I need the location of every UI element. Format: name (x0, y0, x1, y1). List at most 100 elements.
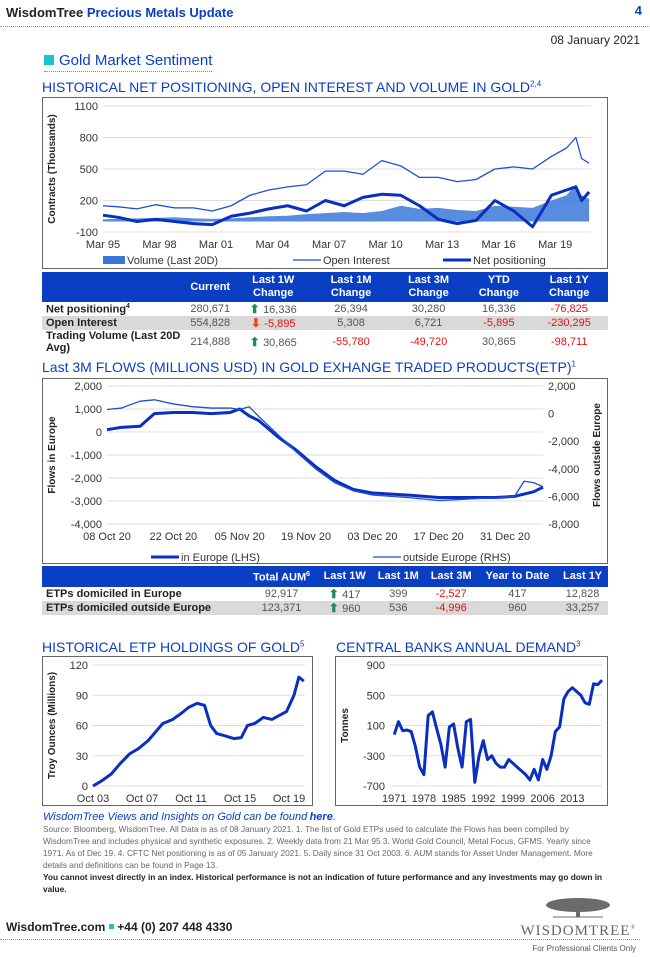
y2-tick-label: -2,000 (548, 436, 579, 448)
x-tick-label: Mar 95 (86, 239, 120, 251)
x-tick-label: Oct 03 (77, 793, 109, 805)
last-3m: 30,280 (411, 303, 446, 315)
row-label: Net positioning4 (46, 302, 130, 316)
x-tick-label: 03 Dec 20 (347, 531, 397, 543)
chart4-title: CENTRAL BANKS ANNUAL DEMAND3 (336, 639, 581, 655)
y-tick-label: 500 (367, 690, 385, 702)
last-1m: 536 (371, 600, 425, 615)
y-tick-label: 60 (76, 721, 88, 733)
table-row: ETPs domiciled outside Europe 123,371 ⬆ 96… (42, 600, 608, 615)
column-header: Current (186, 272, 235, 302)
legend-label: outside Europe (RHS) (403, 552, 511, 564)
last-1y: -76,825 (550, 303, 588, 315)
column-header: Last 1Y (557, 566, 608, 587)
y-tick-label: 30 (76, 751, 88, 763)
chart1-title: HISTORICAL NET POSITIONING, OPEN INTERES… (42, 79, 542, 95)
y-tick-label: -700 (363, 781, 385, 793)
disclaimer: You cannot invest directly in an index. … (43, 872, 603, 894)
column-header: YTD Change (467, 272, 531, 302)
y-tick-label: 1,000 (74, 404, 102, 416)
last-1y: -230,295 (530, 316, 608, 330)
column-header: Last 1M Change (312, 272, 390, 302)
contact-line: WisdomTree.com +44 (0) 207 448 4330 (6, 920, 232, 934)
ytd: 30,865 (482, 336, 516, 348)
chart3-frame: 120 90 60 30 0 Oct 03 Oct 07 Oct 11 Oct 15 Oct 19… (42, 656, 313, 806)
x-tick-label: Mar 19 (538, 239, 572, 251)
y-tick-label: -1,000 (71, 450, 102, 462)
total-aum: 123,371 (245, 600, 318, 615)
last-3m: -2,527 (435, 587, 467, 600)
y-axis-label: Troy Ounces (Millions) (47, 672, 58, 779)
legend-label: in Europe (LHS) (181, 552, 260, 564)
series-area-volume-last-20d- (103, 184, 590, 222)
y-tick-label: 100 (367, 721, 385, 733)
chart1-frame: 1100 800 500 200 -100 Mar 95 Mar 98 Mar 01 Mar 0… (42, 97, 608, 269)
section-marker (44, 55, 54, 65)
y-tick-label: 0 (96, 427, 102, 439)
chart4-frame: 900 500 100 -300 -700 1971 1978 1985 1992 1999 200… (335, 656, 608, 806)
y-tick-label: 900 (367, 660, 385, 672)
column-header: Last 1W Change (234, 272, 313, 302)
last-3m: 6,721 (389, 316, 468, 330)
last-1w: ⬆ 16,336 (249, 302, 297, 316)
x-tick-label: Mar 01 (199, 239, 233, 251)
x-tick-label: 31 Dec 20 (480, 531, 530, 543)
current: 214,888 (190, 336, 231, 348)
column-header: Last 1W (317, 566, 372, 587)
arrow-up-icon: ⬆ (328, 586, 343, 601)
divider (0, 26, 650, 27)
tree-icon (546, 898, 611, 918)
column-header (42, 566, 246, 587)
y-axis-label: Tonnes (340, 708, 351, 743)
y-tick-label: -3,000 (71, 496, 102, 508)
x-tick-label: Mar 16 (482, 239, 516, 251)
table-row: Net positioning4 280,671 ⬆ 16,336 26,394 30,… (42, 302, 608, 316)
y2-tick-label: 2,000 (548, 381, 576, 393)
total-aum: 92,917 (264, 587, 299, 600)
column-header: Year to Date (477, 566, 558, 587)
series-line-in-europe-lhs- (106, 407, 544, 500)
y-tick-label: -2,000 (71, 473, 102, 485)
report-title: Precious Metals Update (86, 5, 234, 20)
x-tick-label: 1992 (471, 793, 495, 805)
last-1w: ⬆ 30,865 (249, 335, 297, 349)
brand: WisdomTree (6, 5, 84, 20)
here-link[interactable]: here (309, 811, 333, 823)
flows-table: Total AUM6 Last 1W Last 1M Last 3M Year to D… (42, 566, 608, 615)
website-link[interactable]: WisdomTree.com (6, 920, 106, 934)
ytd: 16,336 (482, 303, 516, 315)
table-row: Trading Volume (Last 20D Avg) 214,888 ⬆ 30… (42, 330, 608, 354)
arrow-down-icon: ⬇ (250, 316, 265, 330)
current: 554,828 (186, 316, 235, 330)
page-number: 4 (634, 3, 642, 18)
footer-divider (0, 939, 640, 940)
y2-axis-label: Flows outside Europe (592, 403, 603, 507)
last-1w: ⬇ -5,895 (234, 316, 313, 330)
chart3-title: HISTORICAL ETP HOLDINGS OF GOLD5 (42, 639, 305, 655)
professional-note: For Professional Clients Only (532, 944, 636, 953)
y-tick-label: 800 (80, 133, 98, 145)
x-tick-label: 1978 (412, 793, 436, 805)
y-tick-label: 200 (80, 196, 98, 208)
row-label: Trading Volume (Last 20D Avg) (46, 330, 181, 354)
legend-label: Net positioning (473, 255, 546, 267)
legend-label: Volume (Last 20D) (127, 255, 218, 267)
phone: +44 (0) 207 448 4330 (117, 920, 233, 934)
arrow-up-icon: ⬆ (328, 600, 343, 615)
x-tick-label: 08 Oct 20 (83, 531, 131, 543)
row-label: ETPs domiciled outside Europe (42, 600, 246, 615)
x-tick-label: 2006 (530, 793, 554, 805)
last-1y: 33,257 (557, 600, 608, 615)
series-line-etp-holdings (92, 675, 305, 788)
column-header (42, 272, 187, 302)
column-header: Last 3M Change (389, 272, 468, 302)
y-tick-label: 2,000 (74, 381, 102, 393)
y-tick-label: 120 (70, 660, 88, 672)
y-tick-label: 1100 (74, 101, 98, 113)
row-label: Open Interest (42, 316, 187, 330)
x-tick-label: Oct 15 (224, 793, 256, 805)
x-tick-label: 22 Oct 20 (149, 531, 197, 543)
y2-tick-label: 0 (548, 409, 554, 421)
